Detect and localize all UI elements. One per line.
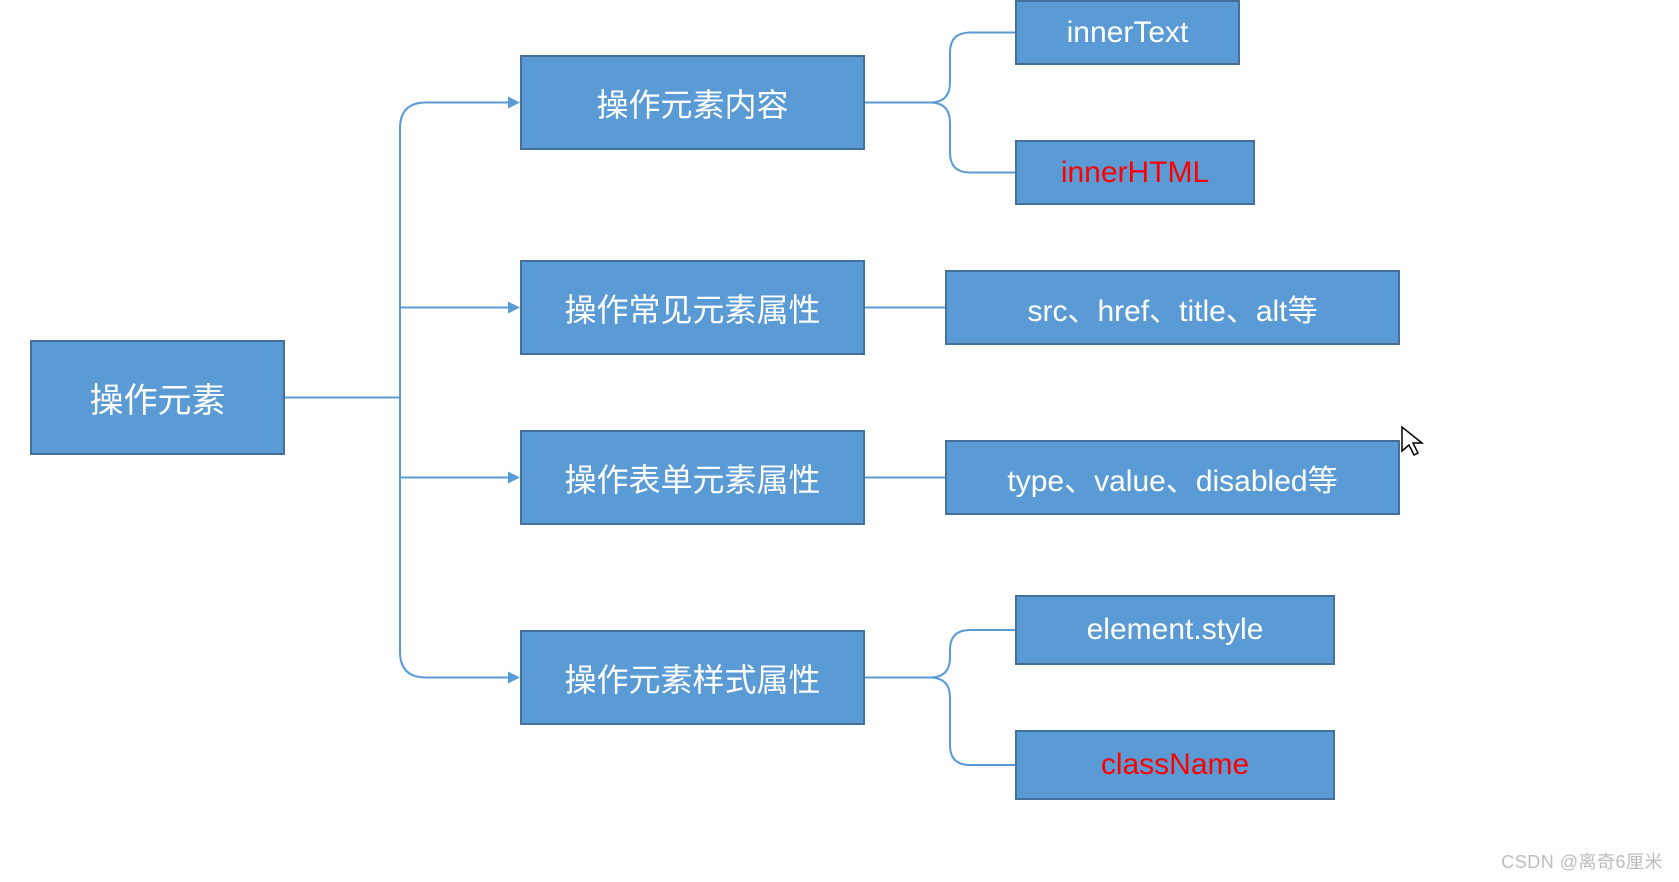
diagram-stage: 操作元素 操作元素内容操作常见元素属性操作表单元素属性操作元素样式属性 innerT…	[0, 0, 1679, 882]
node-label: 操作元素样式属性	[564, 655, 820, 701]
node-label: innerHTML	[1061, 156, 1209, 190]
node-mid4: 操作元素样式属性	[520, 630, 865, 725]
node-leaf3: type、value、disabled等	[945, 440, 1400, 515]
node-leaf1a: innerText	[1015, 0, 1240, 65]
node-root: 操作元素	[30, 340, 285, 455]
node-label: 操作常见元素属性	[564, 285, 820, 331]
node-leaf2: src、href、title、alt等	[945, 270, 1400, 345]
node-leaf1b: innerHTML	[1015, 140, 1255, 205]
node-label: element.style	[1087, 613, 1264, 647]
node-label: innerText	[1067, 16, 1189, 50]
node-label: 操作表单元素属性	[564, 455, 820, 501]
node-label: 操作元素	[90, 373, 226, 422]
node-label: src、href、title、alt等	[1027, 286, 1317, 330]
mouse-cursor-icon	[1400, 425, 1428, 461]
node-leaf4b: className	[1015, 730, 1335, 800]
node-label: type、value、disabled等	[1007, 456, 1337, 500]
node-mid3: 操作表单元素属性	[520, 430, 865, 525]
node-mid1: 操作元素内容	[520, 55, 865, 150]
node-mid2: 操作常见元素属性	[520, 260, 865, 355]
node-label: 操作元素内容	[596, 80, 788, 126]
node-leaf4a: element.style	[1015, 595, 1335, 665]
watermark-text: CSDN @离奇6厘米	[1501, 848, 1663, 874]
node-label: className	[1101, 748, 1249, 782]
